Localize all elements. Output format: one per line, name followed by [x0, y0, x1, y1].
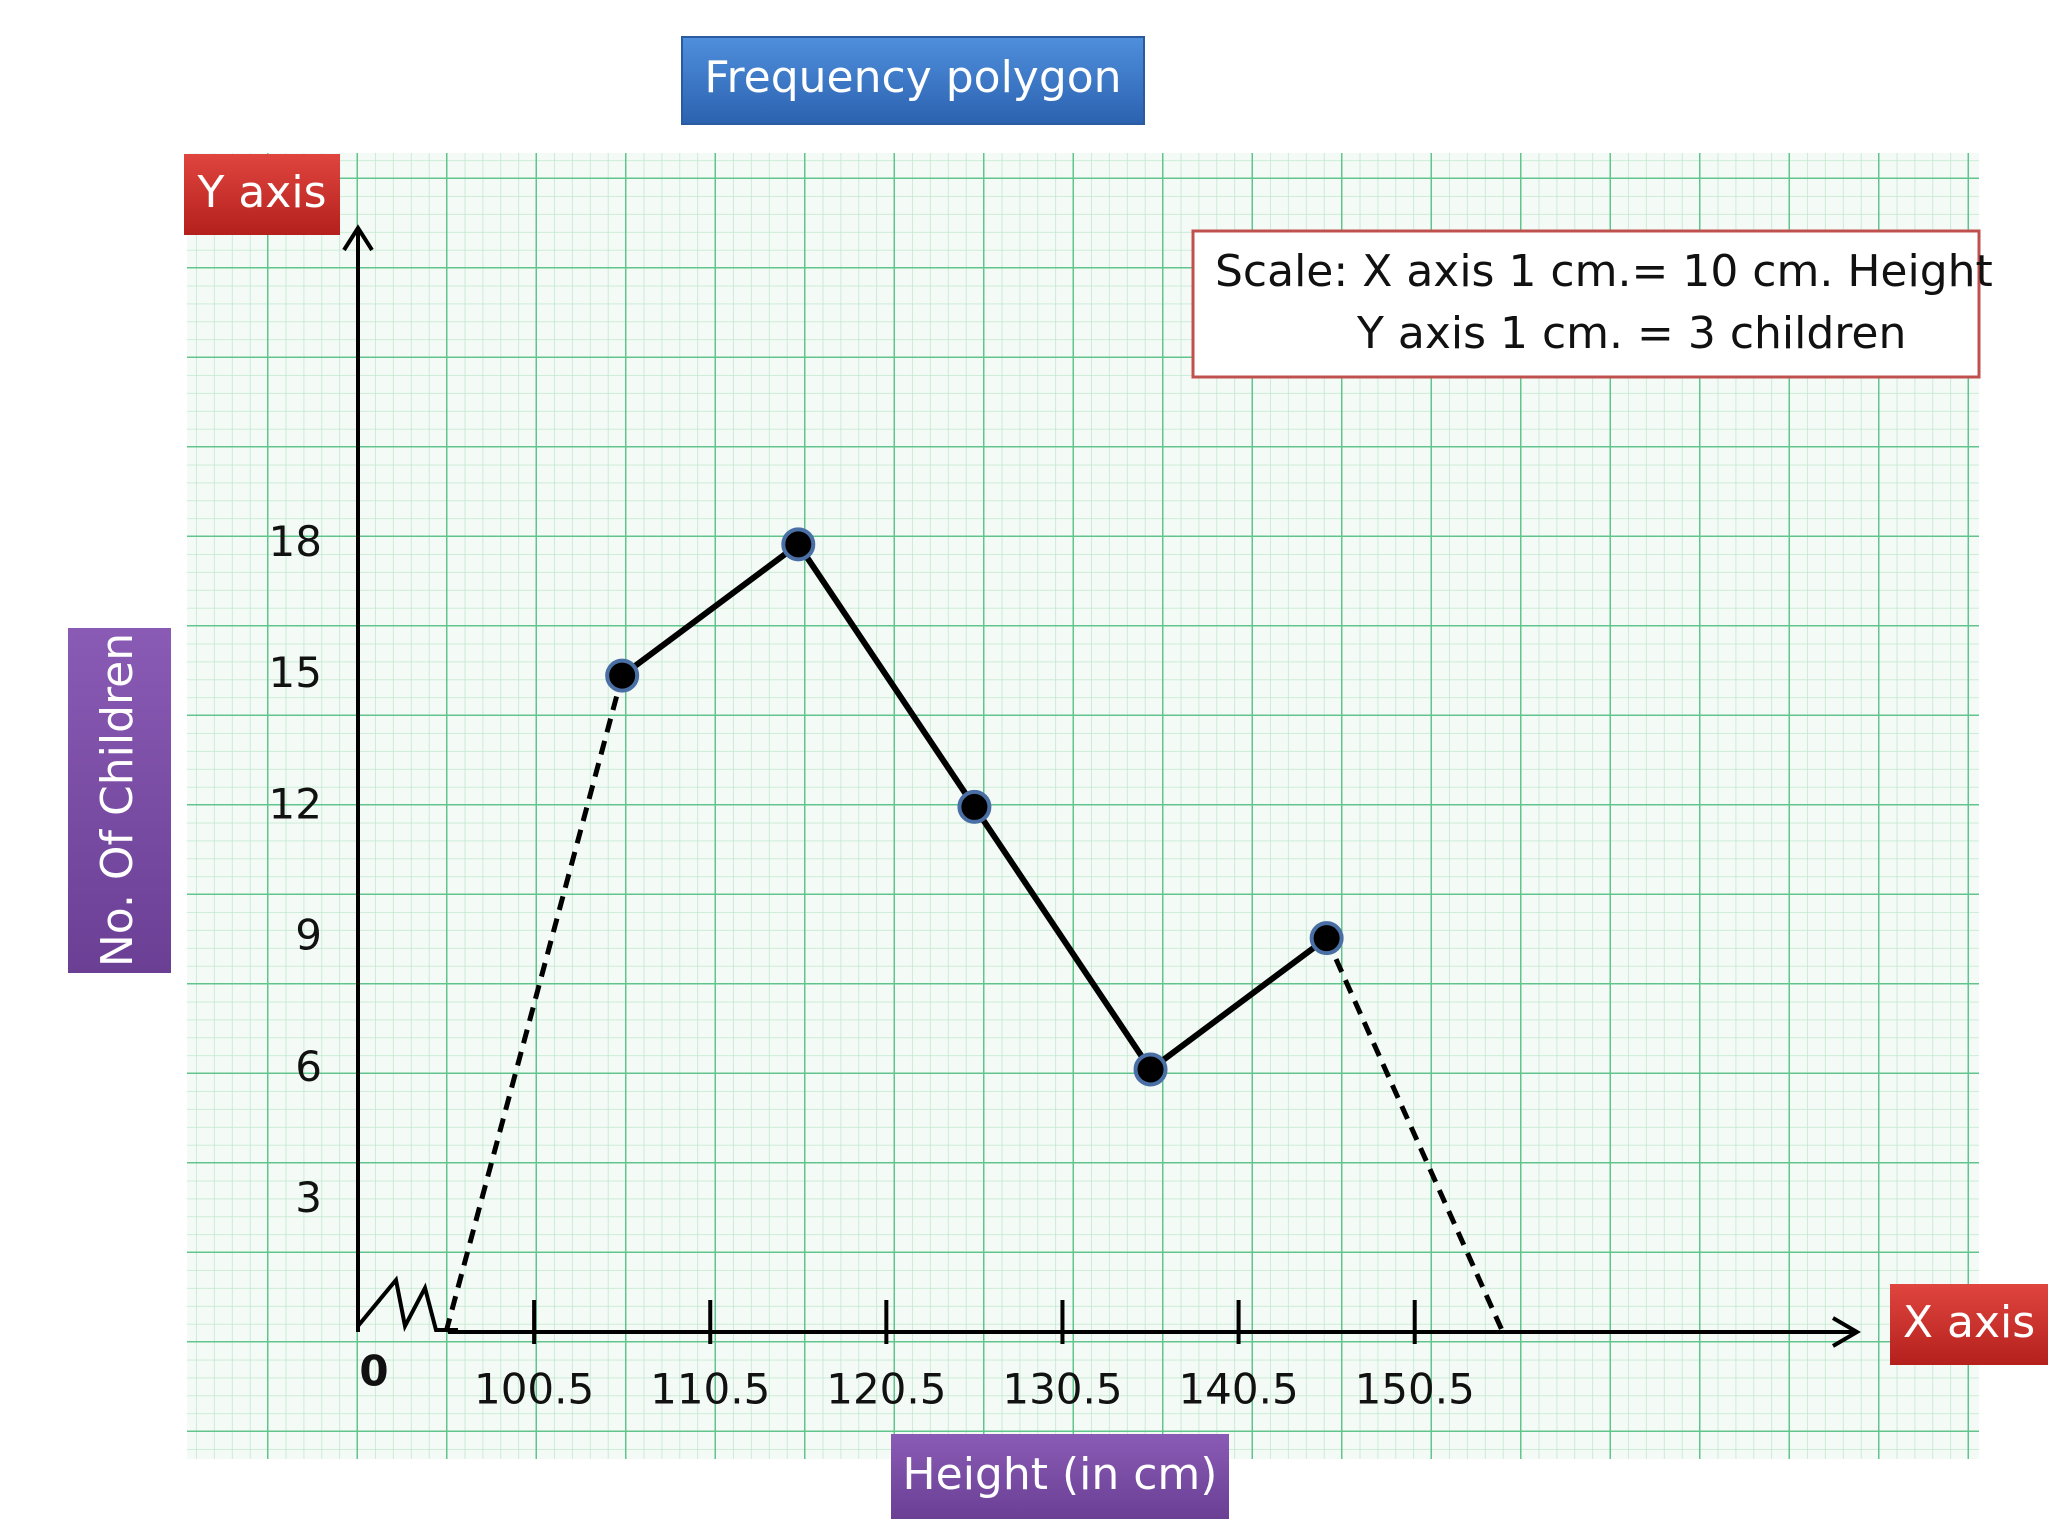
- x-tick-label: 120.5: [826, 1365, 946, 1414]
- scale-note-line: Y axis 1 cm. = 3 children: [1356, 308, 1906, 359]
- title-box: Frequency polygon: [681, 36, 1145, 125]
- y-tick-label: 12: [269, 779, 322, 828]
- polygon-segment: [971, 805, 1154, 1072]
- data-point: [605, 658, 640, 693]
- y-tick-label: 15: [269, 648, 322, 697]
- x-axis-arrow: [1831, 1316, 1861, 1348]
- x-label-box: Height (in cm): [891, 1434, 1229, 1519]
- x-tick-label: 110.5: [650, 1365, 770, 1414]
- y-tick-label: 6: [295, 1042, 322, 1091]
- title: Frequency polygon: [704, 52, 1121, 103]
- axis-break: [356, 1275, 458, 1332]
- x-axis-tag-text: X axis: [1903, 1297, 2035, 1348]
- data-point: [781, 527, 816, 562]
- y-axis-arrow: [342, 224, 374, 252]
- polygon-segment: [795, 542, 977, 809]
- scale-note-line: Scale: X axis 1 cm.= 10 cm. Height: [1215, 246, 1993, 297]
- axes: [342, 224, 1861, 1348]
- data-point: [957, 789, 992, 824]
- origin-label: 0: [359, 1347, 388, 1396]
- x-tick-label: 130.5: [1002, 1365, 1122, 1414]
- x-tick-label: 100.5: [474, 1365, 594, 1414]
- y-axis-tag: Y axis: [184, 154, 340, 235]
- x-tick-label: 140.5: [1178, 1365, 1298, 1414]
- data-point: [1133, 1052, 1168, 1087]
- y-label-box: No. Of Children: [68, 628, 171, 973]
- data-point: [1309, 921, 1344, 956]
- scale-note: Scale: X axis 1 cm.= 10 cm. Height Y axi…: [1191, 229, 1993, 379]
- polygon-segment: [620, 541, 801, 679]
- y-axis-tag-text: Y axis: [196, 167, 326, 218]
- polygon-segment: [1148, 935, 1329, 1072]
- x-axis-tag: X axis: [1890, 1284, 2048, 1365]
- y-axis-label: No. Of Children: [92, 633, 143, 967]
- x-tick-label: 150.5: [1355, 1365, 1475, 1414]
- y-tick-label: 18: [269, 517, 322, 566]
- extension-segment: [1324, 937, 1506, 1334]
- y-tick-label: 3: [295, 1173, 322, 1222]
- x-axis-label: Height (in cm): [903, 1449, 1218, 1500]
- y-tick-label: 9: [295, 911, 322, 960]
